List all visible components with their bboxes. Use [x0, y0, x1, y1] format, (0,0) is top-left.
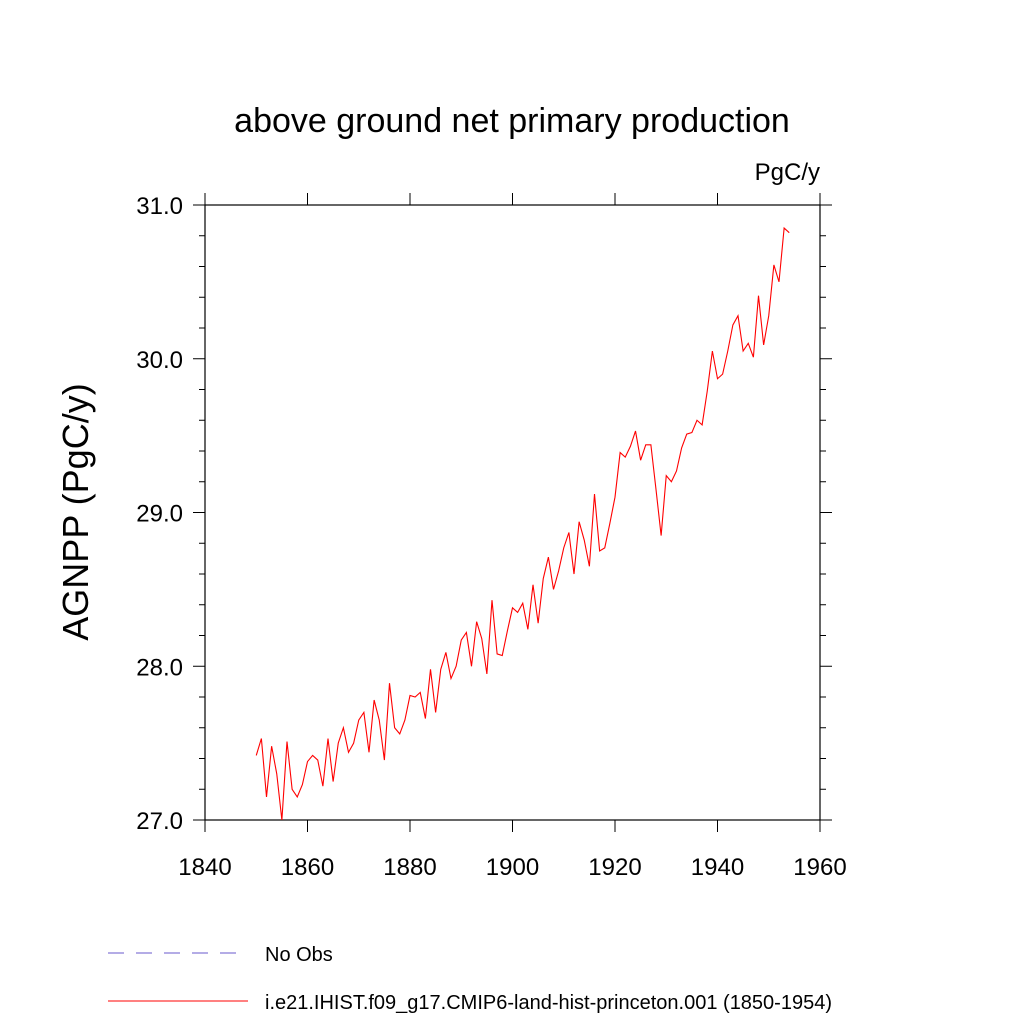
- x-tick-label: 1960: [793, 854, 846, 881]
- y-tick-label: 28.0: [136, 654, 183, 681]
- y-tick-label: 29.0: [136, 501, 183, 528]
- series-line: [255, 226, 790, 821]
- legend: No Obs i.e21.IHIST.f09_g17.CMIP6-land-his…: [108, 944, 832, 1014]
- legend-label: No Obs: [265, 944, 333, 966]
- units-label: PgC/y: [755, 159, 820, 186]
- x-tick-label: 1920: [588, 854, 641, 881]
- plot-frame: [204, 204, 821, 821]
- x-tick-label: 1900: [486, 854, 539, 881]
- y-tick-label: 31.0: [136, 193, 183, 220]
- legend-label: i.e21.IHIST.f09_g17.CMIP6-land-hist-prin…: [265, 992, 832, 1014]
- x-tick-label: 1880: [383, 854, 436, 881]
- x-axis-ticks: 1840 1860 1880 1900 1920 1940 1960: [178, 193, 847, 881]
- plot-border: [204, 204, 821, 821]
- x-tick-label: 1940: [691, 854, 744, 881]
- x-tick-label: 1860: [281, 854, 334, 881]
- y-axis-label: AGNPP (PgC/y): [55, 383, 96, 640]
- y-axis-ticks: 27.0 28.0 29.0 30.0 31.0: [136, 193, 832, 835]
- chart-title: above ground net primary production: [234, 102, 790, 140]
- y-tick-label: 27.0: [136, 808, 183, 835]
- y-tick-label: 30.0: [136, 347, 183, 374]
- series-layer: [255, 226, 790, 821]
- x-tick-label: 1840: [178, 854, 231, 881]
